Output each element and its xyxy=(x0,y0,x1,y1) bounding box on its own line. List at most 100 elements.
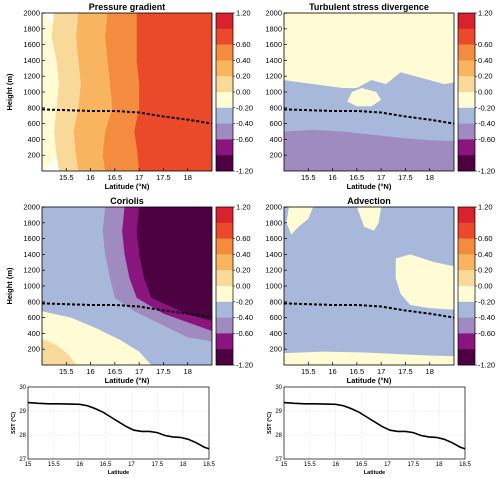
coriolis-colorbar-cell-5 xyxy=(216,286,233,303)
advection-colorbar-cell-2 xyxy=(458,238,475,255)
sst2-ytick-label-1: 28 xyxy=(275,433,282,439)
pressure-ytick-label-6: 1400 xyxy=(23,56,40,65)
pressure-xtick-label-1: 16 xyxy=(86,173,94,182)
coriolis-region-3 xyxy=(136,207,212,321)
advection-xtick-label-2: 16.5 xyxy=(350,367,365,376)
turbulent-colorbar-cell-3 xyxy=(458,60,475,77)
pressure-colorbar-cell-4 xyxy=(216,76,233,93)
advection-colorbar-label-3: 0.20 xyxy=(478,266,493,275)
turbulent-colorbar-label-1: 0.60 xyxy=(478,40,493,49)
coriolis-colorbar-cell-2 xyxy=(216,238,233,255)
advection-colorbar-cell-8 xyxy=(458,333,475,350)
pressure-colorbar-cell-2 xyxy=(216,44,233,61)
advection-colorbar-label-6: -0.40 xyxy=(478,313,495,322)
coriolis-xtick-label-2: 16.5 xyxy=(108,367,123,376)
sst2-sst-line xyxy=(283,401,466,450)
coriolis-title: Coriolis xyxy=(110,196,144,206)
sst2-xtick-label-2: 16 xyxy=(332,462,339,468)
turbulent-colorbar-cell-5 xyxy=(458,92,475,109)
advection-colorbar-cell-7 xyxy=(458,317,475,334)
pressure-ytick-label-7: 1600 xyxy=(23,40,40,49)
pressure-colorbar-cell-9 xyxy=(216,155,233,172)
sst2-xtick-label-4: 17 xyxy=(384,462,391,468)
sst2-xtick-label-6: 18 xyxy=(436,462,443,468)
sst2-ytick-label-0: 27 xyxy=(275,457,282,463)
sst1-xtick-label-4: 17 xyxy=(128,462,135,468)
advection-xtick-label-4: 17.5 xyxy=(398,367,413,376)
pressure-ytick-label-9: 2000 xyxy=(23,9,40,18)
advection-ytick-label-0: 200 xyxy=(269,345,282,354)
coriolis-colorbar-cell-1 xyxy=(216,222,233,239)
pressure-ytick-label-2: 600 xyxy=(27,119,40,128)
advection-colorbar-cell-5 xyxy=(458,286,475,303)
pressure-xtick-label-4: 17.5 xyxy=(156,173,171,182)
advection-ytick-label-3: 800 xyxy=(269,297,282,306)
coriolis-ytick-label-6: 1400 xyxy=(23,250,40,259)
turbulent-colorbar-label-2: 0.40 xyxy=(478,56,493,65)
coriolis-xtick-label-3: 17 xyxy=(135,367,143,376)
turbulent-ytick-label-7: 1600 xyxy=(265,40,282,49)
coriolis-ytick-label-2: 600 xyxy=(27,313,40,322)
coriolis-field xyxy=(42,207,212,365)
advection-region-4 xyxy=(284,351,454,365)
turbulent-region-2 xyxy=(347,88,382,107)
advection-colorbar-cell-0 xyxy=(458,207,475,224)
turbulent-colorbar-label-7: -0.60 xyxy=(478,135,495,144)
advection-colorbar-label-7: -0.60 xyxy=(478,329,495,338)
coriolis-xtick-label-1: 16 xyxy=(86,367,94,376)
advection-ytick-label-4: 1000 xyxy=(265,282,282,291)
coriolis-xtick-label-4: 17.5 xyxy=(156,367,171,376)
advection-xtick-label-1: 16 xyxy=(328,367,336,376)
pressure-ytick-label-4: 1000 xyxy=(23,88,40,97)
sst1-frame xyxy=(27,386,210,460)
pressure-ytick-label-5: 1200 xyxy=(23,72,40,81)
advection-ytick-label-5: 1200 xyxy=(265,266,282,275)
advection-xtick-label-5: 18 xyxy=(426,367,434,376)
coriolis-colorbar-label-3: 0.20 xyxy=(236,266,251,275)
sst1-ylabel: SST (°C) xyxy=(11,412,17,434)
sst1-xtick-label-1: 15.5 xyxy=(48,462,60,468)
advection-colorbar-cell-4 xyxy=(458,270,475,287)
coriolis-ytick-label-5: 1200 xyxy=(23,266,40,275)
coriolis-xtick-label-5: 18 xyxy=(184,367,192,376)
turbulent-field xyxy=(284,13,454,171)
turbulent-colorbar-cell-7 xyxy=(458,123,475,140)
turbulent-colorbar-cell-8 xyxy=(458,139,475,156)
advection-colorbar-cell-9 xyxy=(458,349,475,366)
pressure-colorbar-cell-6 xyxy=(216,107,233,124)
advection-xtick-label-0: 15.5 xyxy=(301,367,316,376)
pressure-colorbar-cell-1 xyxy=(216,28,233,45)
advection-ytick-label-2: 600 xyxy=(269,313,282,322)
pressure-xlabel: Latitude (°N) xyxy=(105,182,150,191)
coriolis-ytick-label-9: 2000 xyxy=(23,203,40,212)
coriolis-dashed-line xyxy=(42,302,212,319)
advection-colorbar-label-2: 0.40 xyxy=(478,250,493,259)
coriolis-ytick-label-3: 800 xyxy=(27,297,40,306)
advection-ytick-label-1: 400 xyxy=(269,329,282,338)
sst1-ytick-label-1: 28 xyxy=(19,433,26,439)
advection-colorbar-label-4: 0.00 xyxy=(478,282,493,291)
pressure-ylabel: Height (m) xyxy=(5,73,14,111)
turbulent-ytick-label-3: 800 xyxy=(269,103,282,112)
sst2-frame xyxy=(283,386,466,460)
turbulent-ytick-label-9: 2000 xyxy=(265,9,282,18)
pressure-colorbar-cell-0 xyxy=(216,13,233,30)
turbulent-xtick-label-4: 17.5 xyxy=(398,173,413,182)
coriolis-colorbar-cell-0 xyxy=(216,207,233,224)
advection-xtick-label-3: 17 xyxy=(377,367,385,376)
sst1-ytick-label-2: 29 xyxy=(19,409,26,415)
sst1-xtick-label-2: 16 xyxy=(76,462,83,468)
pressure-colorbar-label-8: -1.20 xyxy=(236,167,253,176)
sst2-xtick-label-5: 17.5 xyxy=(407,462,419,468)
coriolis-ytick-label-7: 1600 xyxy=(23,234,40,243)
advection-region-2 xyxy=(356,207,382,231)
turbulent-xtick-label-5: 18 xyxy=(426,173,434,182)
coriolis-colorbar-label-0: 1.20 xyxy=(236,203,251,212)
turbulent-ytick-label-8: 1800 xyxy=(265,24,282,33)
advection-ytick-label-8: 1800 xyxy=(265,218,282,227)
turbulent-colorbar-label-3: 0.20 xyxy=(478,72,493,81)
coriolis-colorbar-label-6: -0.40 xyxy=(236,313,253,322)
sst2-xtick-label-7: 18.5 xyxy=(459,462,471,468)
pressure-band-4 xyxy=(134,13,212,171)
sst1-xtick-label-0: 15 xyxy=(25,462,32,468)
